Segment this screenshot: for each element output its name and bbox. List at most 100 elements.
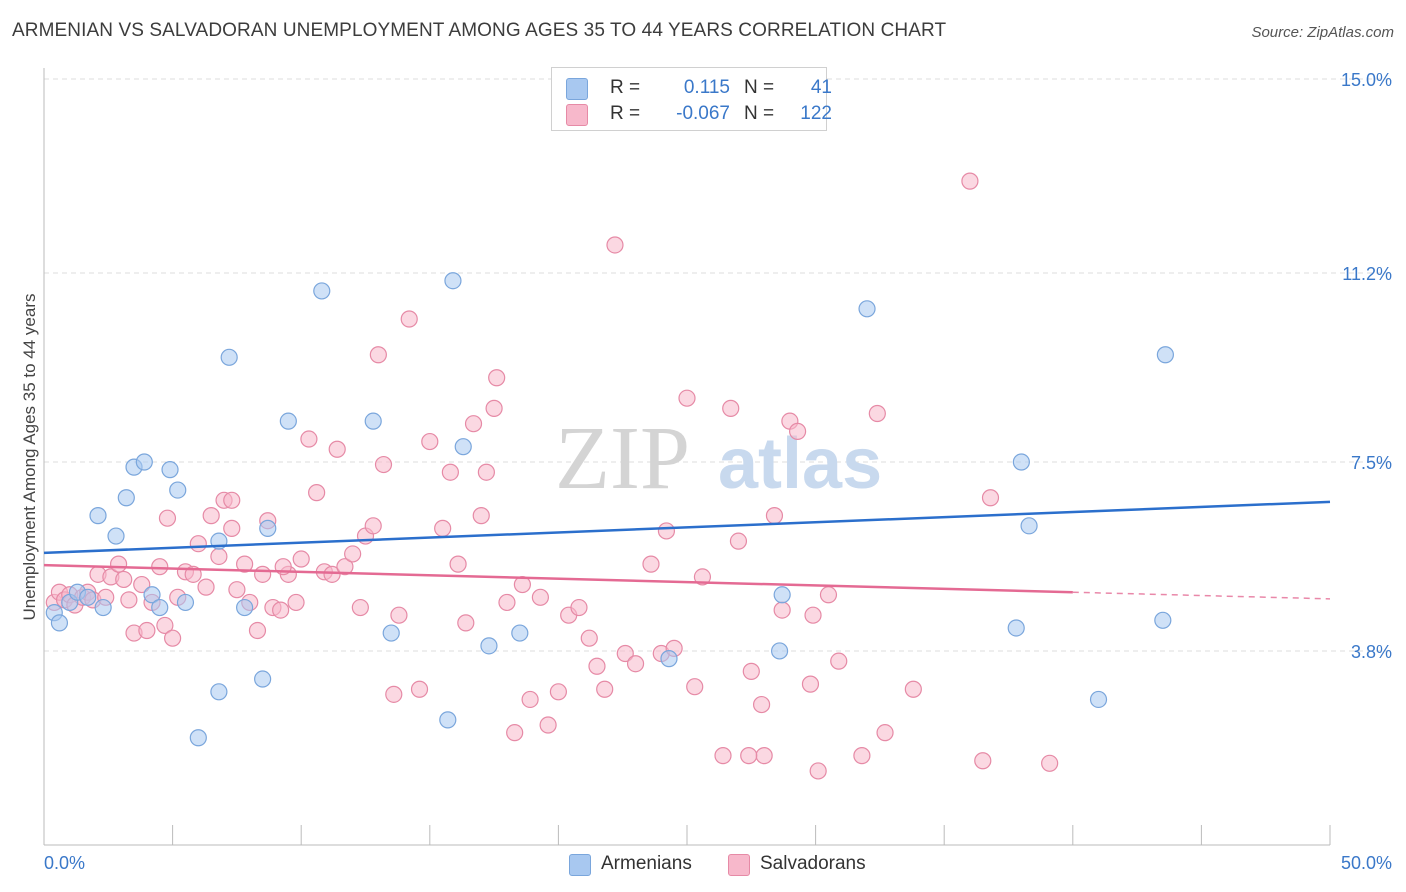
salvadorans-point: [223, 519, 241, 537]
salvadorans-point: [740, 747, 758, 765]
y-tick-label: 15.0%: [1341, 70, 1392, 90]
watermark: ZIP atlas: [555, 409, 882, 508]
armenians-point: [220, 348, 238, 366]
salvadorans-point: [974, 752, 992, 770]
salvadorans-label: Salvadorans: [760, 853, 866, 874]
salvadorans-point: [308, 484, 326, 502]
salvadorans-point: [351, 598, 369, 617]
armenians-point: [169, 481, 187, 499]
salvadorans-point: [197, 578, 215, 596]
legend-swatch-salvadorans: [566, 104, 588, 126]
armenians-point: [454, 438, 472, 456]
armenians-point: [1089, 690, 1108, 709]
armenians-point: [151, 598, 169, 617]
salvadorans-point: [549, 683, 568, 701]
x-tick-label: 50.0%: [1341, 853, 1392, 873]
y-tick-label: 7.5%: [1351, 453, 1392, 473]
salvadorans-point: [248, 621, 267, 640]
source-label: Source: ZipAtlas.com: [1251, 24, 1394, 41]
armenians-point: [313, 282, 331, 300]
salvadorans-point: [722, 399, 740, 417]
armenians-point: [279, 412, 297, 430]
salvadorans-point: [202, 507, 220, 525]
salvadorans-point: [714, 747, 732, 765]
salvadorans-point: [678, 389, 696, 407]
salvadorans-point: [254, 565, 272, 583]
salvadorans-point: [369, 346, 387, 364]
salvadorans-point: [223, 491, 241, 509]
salvadorans-point: [809, 762, 827, 780]
salvadorans-point: [580, 629, 598, 647]
y-tick-label: 3.8%: [1351, 642, 1392, 662]
armenians-point: [89, 507, 107, 525]
salvadorans-point: [801, 675, 820, 693]
salvadorans-point: [434, 519, 452, 537]
salvadorans-point: [657, 522, 676, 540]
salvadorans-point: [626, 655, 645, 673]
legend-n-label: N =: [744, 103, 775, 124]
salvadorans-point: [1041, 754, 1059, 772]
salvadorans-point: [588, 657, 606, 675]
armenians-point: [189, 729, 207, 747]
legend-n-value: 122: [800, 103, 832, 124]
armenians-point: [176, 593, 195, 612]
armenians-point: [660, 650, 678, 668]
salvadorans-point: [477, 463, 495, 481]
salvadorans-point: [390, 606, 408, 624]
trend-lines: [43, 500, 1331, 600]
armenians-point: [210, 683, 228, 701]
salvadorans-point: [742, 662, 760, 680]
salvadorans-point: [485, 399, 503, 417]
salvadorans-point: [464, 415, 483, 433]
salvadorans-point: [138, 621, 156, 640]
armenians-point: [1154, 611, 1172, 629]
legend-r-label: R =: [610, 77, 641, 98]
salvadorans-point: [531, 588, 549, 606]
salvadorans-point: [788, 422, 807, 440]
salvadorans-point: [158, 509, 177, 527]
salvadorans-point: [115, 570, 133, 589]
salvadorans-point: [385, 685, 403, 703]
salvadorans-point: [693, 568, 712, 586]
salvadorans-point: [521, 690, 539, 709]
armenians-point: [382, 624, 400, 642]
salvadorans-point: [472, 507, 490, 525]
salvadorans-point: [765, 507, 784, 525]
salvadorans-point: [410, 680, 429, 698]
salvadorans-point: [236, 555, 254, 573]
salvadorans-point: [156, 616, 174, 635]
armenians-point: [1012, 453, 1030, 471]
armenians-point: [444, 272, 462, 290]
salvadorans-point: [287, 593, 305, 612]
salvadorans-point: [686, 678, 704, 696]
armenians-point: [1156, 346, 1174, 364]
salvadorans-point: [876, 724, 894, 742]
armenians-point: [1007, 619, 1025, 637]
armenians-point: [511, 624, 529, 642]
salvadorans-point: [853, 747, 871, 765]
salvadorans-point: [616, 644, 634, 663]
salvadorans-point: [755, 747, 773, 765]
armenians-point: [94, 598, 112, 617]
chart-title: ARMENIAN VS SALVADORAN UNEMPLOYMENT AMON…: [12, 20, 947, 41]
salvadorans-point: [498, 593, 516, 612]
salvadorans-point: [570, 598, 588, 617]
correlation-legend: R = 0.115 N = 41 R = -0.067 N = 122: [551, 67, 832, 131]
armenians-point: [858, 300, 876, 318]
salvadorans-point: [539, 716, 557, 734]
x-tick-label: 0.0%: [44, 853, 85, 873]
armenians-point: [117, 489, 135, 507]
tick-labels: 3.8% 7.5% 11.2% 15.0% 0.0% 50.0%: [44, 70, 1392, 873]
y-tick-label: 11.2%: [1342, 264, 1392, 284]
watermark-zip: ZIP: [555, 409, 690, 508]
armenians-point: [259, 519, 277, 537]
armenians-point: [439, 711, 457, 729]
armenians-point: [480, 637, 498, 655]
armenians-point: [236, 598, 254, 617]
legend-r-value: -0.067: [676, 103, 730, 124]
legend-n-label: N =: [744, 77, 775, 98]
salvadorans-point: [344, 545, 362, 563]
salvadorans-point: [441, 463, 459, 481]
armenians-point: [79, 588, 97, 606]
salvadorans-point: [336, 558, 354, 576]
